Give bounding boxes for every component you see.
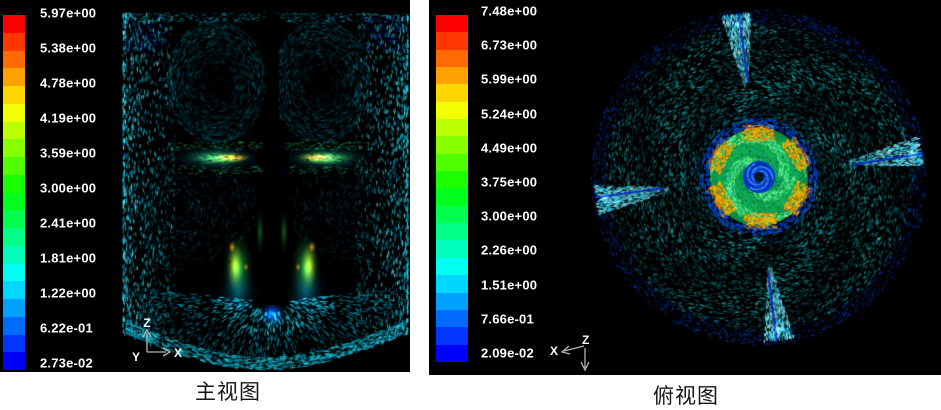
x-axis-arrow-icon xyxy=(162,347,172,357)
colorbar-band xyxy=(3,174,25,193)
legend-tick-label: 3.59e+00 xyxy=(40,145,97,161)
colorbar-band xyxy=(436,327,468,345)
colorbar-band xyxy=(436,136,468,154)
colorbar-band xyxy=(3,139,25,157)
legend-tick-label: 5.97e+00 xyxy=(40,5,97,21)
colorbar-band xyxy=(3,32,25,51)
colorbar-band xyxy=(3,299,25,317)
down-axis-arrow-icon xyxy=(580,361,590,372)
legend-tick-label: 5.99e+00 xyxy=(481,71,538,87)
legend-tick-label: 1.51e+00 xyxy=(481,277,538,293)
colorbar-band xyxy=(436,32,468,50)
colorbar-band xyxy=(436,344,468,362)
legend-tick-label: 4.78e+00 xyxy=(40,75,97,91)
z-axis-label: Z xyxy=(143,316,150,330)
front-view-caption: 主视图 xyxy=(195,381,261,404)
legend-tick-label: 5.24e+00 xyxy=(481,106,538,122)
x-axis-label: X xyxy=(174,346,182,360)
top-view-vector-field-canvas xyxy=(429,0,941,375)
colorbar-band xyxy=(3,263,25,282)
legend-tick-label: 2.73e-02 xyxy=(40,355,93,371)
colorbar-band xyxy=(436,257,468,276)
colorbar-band xyxy=(3,50,25,69)
colorbar-band xyxy=(436,188,468,206)
legend-tick-label: 2.26e+00 xyxy=(481,242,538,258)
top-view-panel: 7.48e+00 6.73e+00 5.99e+00 5.24e+00 4.49e+00… xyxy=(429,0,941,375)
legend-tick-label: 4.49e+00 xyxy=(481,140,538,156)
legend-tick-label: 6.73e+00 xyxy=(481,37,538,53)
colorbar-band xyxy=(3,281,25,299)
colorbar-band xyxy=(3,103,25,122)
legend-tick-label: 5.38e+00 xyxy=(40,40,97,56)
colorbar-band xyxy=(436,292,468,310)
y-axis-label: Y xyxy=(132,350,140,364)
colorbar-band xyxy=(3,352,25,370)
colorbar-band xyxy=(436,223,468,241)
z-axis-label: Z xyxy=(582,333,589,347)
legend-tick-label: 2.41e+00 xyxy=(40,215,97,231)
x-axis-line xyxy=(563,345,585,352)
colorbar-band xyxy=(436,15,468,33)
front-view-legend: 5.97e+00 5.38e+00 4.78e+00 4.19e+00 3.59e+00… xyxy=(40,6,120,371)
legend-tick-label: 1.22e+00 xyxy=(40,285,97,301)
z-axis-arrow-icon xyxy=(142,328,152,338)
legend-tick-label: 7.48e+00 xyxy=(481,3,538,19)
colorbar-band xyxy=(3,15,25,33)
colorbar-band xyxy=(436,119,468,137)
front-view-axis-triad: Z X Y xyxy=(132,316,182,364)
legend-tick-label: 1.81e+00 xyxy=(40,250,97,266)
top-view-colorbar xyxy=(436,15,468,362)
colorbar-band xyxy=(436,275,468,293)
colorbar-band xyxy=(3,316,25,335)
colorbar-band xyxy=(436,49,468,68)
colorbar-band xyxy=(436,205,468,224)
top-view-caption: 俯视图 xyxy=(653,385,719,408)
colorbar-band xyxy=(436,171,468,189)
top-view-axis-triad: X Z xyxy=(550,333,590,372)
colorbar-band xyxy=(3,245,25,264)
colorbar-band xyxy=(436,309,468,328)
top-view-legend: 7.48e+00 6.73e+00 5.99e+00 5.24e+00 4.49e+00… xyxy=(481,4,561,361)
legend-tick-label: 2.09e-02 xyxy=(481,345,534,361)
legend-tick-label: 4.19e+00 xyxy=(40,110,97,126)
legend-tick-label: 3.00e+00 xyxy=(40,180,97,196)
colorbar-band xyxy=(3,334,25,353)
colorbar-band xyxy=(436,101,468,120)
legend-tick-label: 7.66e-01 xyxy=(481,311,534,327)
front-view-panel: 5.97e+00 5.38e+00 4.78e+00 4.19e+00 3.59e+00… xyxy=(0,0,410,372)
colorbar-band xyxy=(436,240,468,258)
front-view-vector-field-canvas xyxy=(0,0,410,372)
legend-tick-label: 3.75e+00 xyxy=(481,174,538,190)
colorbar-band xyxy=(3,68,25,86)
colorbar-band xyxy=(436,84,468,102)
x-axis-label: X xyxy=(550,344,558,358)
colorbar-band xyxy=(3,210,25,228)
colorbar-band xyxy=(3,192,25,211)
legend-tick-label: 3.00e+00 xyxy=(481,208,538,224)
colorbar-band xyxy=(3,228,25,246)
colorbar-band xyxy=(3,121,25,140)
colorbar-band xyxy=(3,86,25,104)
colorbar-band xyxy=(436,67,468,85)
front-view-colorbar xyxy=(3,15,25,370)
legend-tick-label: 6.22e-01 xyxy=(40,320,93,336)
colorbar-band xyxy=(3,157,25,175)
x-axis-arrow-icon xyxy=(560,345,571,355)
colorbar-band xyxy=(436,153,468,172)
